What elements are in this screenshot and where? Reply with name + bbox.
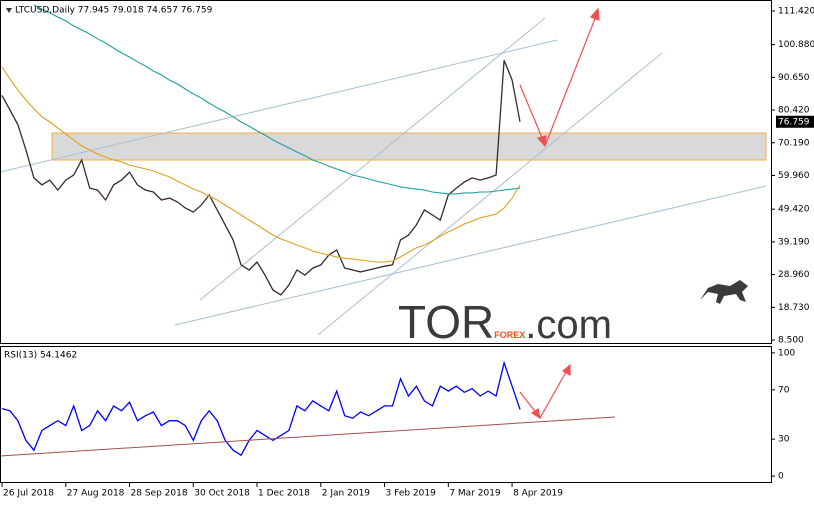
y-tick-label: 100 bbox=[778, 348, 795, 358]
y-tick-label: 100.880 bbox=[778, 40, 814, 50]
series-line bbox=[1, 59, 521, 296]
price-frame bbox=[0, 0, 772, 344]
y-tick-label: 39.190 bbox=[778, 237, 810, 247]
x-tick-label: 30 Oct 2018 bbox=[194, 489, 250, 499]
series-line bbox=[1, 66, 521, 263]
watermark-part: TOR bbox=[398, 296, 494, 348]
y-tick-label: 30 bbox=[778, 435, 790, 445]
arrow bbox=[544, 15, 597, 147]
y-tick-label: 80.420 bbox=[778, 106, 810, 116]
x-tick-label: 27 Aug 2018 bbox=[67, 489, 125, 499]
y-tick-label: 90.650 bbox=[778, 73, 810, 83]
y-tick-label: 70.190 bbox=[778, 138, 810, 148]
x-tick-label: 28 Sep 2018 bbox=[131, 489, 188, 499]
arrow-head bbox=[561, 363, 571, 377]
x-tick-label: 1 Dec 2018 bbox=[258, 489, 310, 499]
watermark-part: FOREX bbox=[494, 330, 525, 340]
arrow-head bbox=[589, 7, 600, 21]
rsi-title: RSI(13) 54.1462 bbox=[4, 351, 77, 361]
symbol-icon bbox=[6, 8, 12, 13]
last-price-box bbox=[776, 115, 814, 128]
plot-area bbox=[1, 4, 521, 457]
y-tick-label: 28.960 bbox=[778, 270, 810, 280]
y-tick-label: 18.730 bbox=[778, 303, 810, 313]
arrow-head bbox=[530, 408, 541, 420]
forecast-arrows bbox=[519, 7, 600, 420]
arrow bbox=[519, 84, 544, 141]
y-tick-label: 59.960 bbox=[778, 171, 810, 181]
series-line bbox=[1, 360, 521, 457]
x-tick-label: 8 Apr 2019 bbox=[513, 489, 563, 499]
trendlines bbox=[0, 17, 767, 336]
watermark: TORFOREX.com bbox=[398, 296, 612, 348]
series-line bbox=[33, 4, 521, 195]
y-tick-label: 0 bbox=[778, 472, 784, 482]
arrow-head bbox=[536, 135, 547, 148]
arrow bbox=[519, 391, 538, 415]
trendline bbox=[199, 17, 546, 301]
chart-title: LTCUSD,Daily 77.945 79.018 74.657 76.759 bbox=[15, 6, 213, 16]
rsi-trendline bbox=[0, 416, 616, 457]
watermark-icon bbox=[700, 280, 748, 304]
last-price-label: 76.759 bbox=[778, 117, 810, 127]
trendline bbox=[317, 52, 663, 336]
arrow bbox=[539, 371, 567, 419]
x-tick-label: 7 Mar 2019 bbox=[449, 489, 501, 499]
resistance-zone bbox=[51, 132, 767, 161]
y-tick-label: 8.500 bbox=[778, 336, 804, 346]
y-tick-label: 111.420 bbox=[778, 6, 814, 16]
x-tick-label: 26 Jul 2018 bbox=[3, 489, 54, 499]
trendline bbox=[174, 185, 767, 326]
rsi-frame bbox=[0, 346, 772, 483]
y-tick-label: 70 bbox=[778, 385, 790, 395]
watermark-part: .com bbox=[525, 303, 612, 347]
y-tick-label: 49.420 bbox=[778, 205, 810, 215]
x-tick-label: 3 Feb 2019 bbox=[386, 489, 437, 499]
trendline bbox=[0, 39, 558, 173]
x-tick-label: 2 Jan 2019 bbox=[322, 489, 370, 499]
